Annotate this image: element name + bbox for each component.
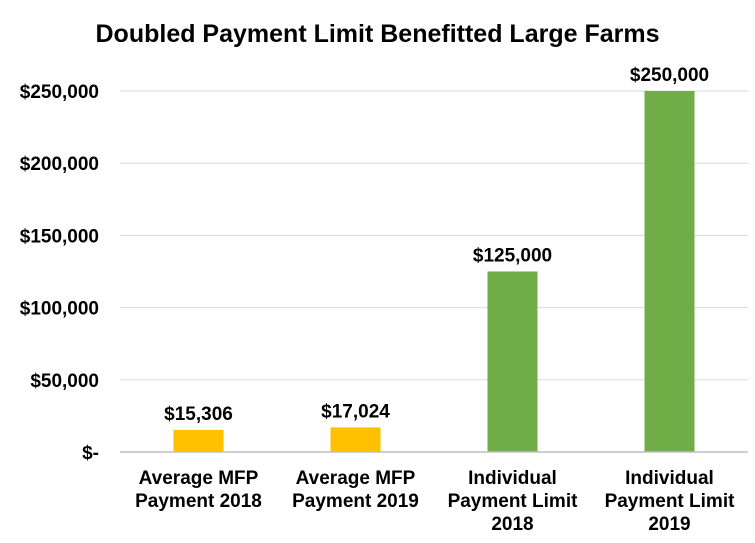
x-axis-category-labels: Average MFP Payment 2018 Average MFP Paymen… — [135, 468, 735, 535]
x-tick-label: Average MFP Payment 2018 — [135, 468, 262, 512]
bar — [644, 91, 695, 452]
data-label: $250,000 — [630, 65, 709, 86]
data-label: $17,024 — [321, 401, 390, 422]
y-tick-label: $250,000 — [20, 82, 99, 103]
data-label: $125,000 — [473, 246, 552, 267]
bar — [487, 271, 538, 452]
y-axis-tick-labels: $- $50,000 $100,000 $150,000 $200,000 $250,00… — [20, 82, 99, 464]
bar — [330, 427, 381, 452]
data-label: $15,306 — [164, 404, 233, 425]
x-tick-label: Average MFP Payment 2019 — [292, 468, 419, 512]
y-tick-label: $- — [82, 443, 99, 464]
y-tick-label: $50,000 — [30, 371, 99, 392]
y-tick-label: $200,000 — [20, 154, 99, 175]
chart-title: Doubled Payment Limit Benefitted Large F… — [95, 20, 660, 48]
x-tick-label: Individual Payment Limit 2018 — [448, 468, 579, 535]
gridlines — [120, 90, 748, 381]
y-tick-label: $100,000 — [20, 299, 99, 320]
bar — [173, 429, 224, 452]
bars — [173, 91, 695, 452]
data-labels: $15,306 $17,024 $125,000 $250,000 — [164, 65, 709, 425]
x-tick-label: Individual Payment Limit 2019 — [605, 468, 736, 535]
y-tick-label: $150,000 — [20, 226, 99, 247]
